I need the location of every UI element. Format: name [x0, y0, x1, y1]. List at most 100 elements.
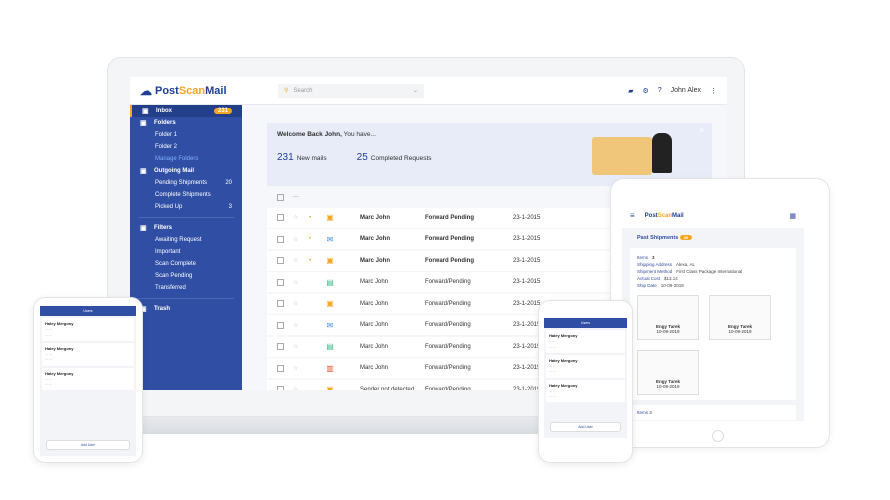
mail-row[interactable]: ☆ ▣ Sender not detected Forward/Pending 23-1… — [267, 379, 712, 390]
row-checkbox[interactable] — [277, 321, 284, 329]
envelope-icon: ✉ — [326, 234, 334, 244]
row-checkbox[interactable] — [277, 235, 284, 243]
sidebar-item-folder-1[interactable]: Folder 1 — [155, 132, 178, 138]
mail-row[interactable]: ☆ • ▣ Marc John Forward Pending 23-1-2015 — [267, 207, 712, 228]
row-checkbox[interactable] — [277, 386, 284, 390]
sidebar-item-trash[interactable]: ▣ Trash — [140, 306, 171, 313]
help-icon[interactable]: ? — [657, 87, 662, 94]
row-checkbox[interactable] — [277, 257, 284, 264]
sidebar-item-inbox[interactable]: ▣ Inbox 231 — [130, 105, 242, 117]
tablet-home-button — [712, 430, 724, 442]
new-mail-count: 231 — [277, 152, 294, 163]
user-list-item[interactable]: Haley Mergony………… — [546, 379, 625, 403]
sidebar-item-folders[interactable]: ▣ Folders — [140, 120, 176, 127]
mail-row[interactable]: ☆ • ▣ Marc John Forward Pending 23-1-2015 — [267, 250, 712, 271]
star-icon[interactable]: ☆ — [293, 344, 299, 350]
sidebar-item-outgoing-mail[interactable]: ▣ Outgoing Mail — [140, 168, 194, 175]
sidebar-item-awaiting-request[interactable]: Awaiting Request — [155, 237, 202, 243]
row-checkbox[interactable] — [277, 214, 284, 221]
user-list-item[interactable]: Haley Mergony………… — [42, 342, 134, 366]
notification-icon[interactable]: ▰ — [628, 87, 634, 95]
star-icon[interactable]: ☆ — [293, 322, 299, 329]
chevron-down-icon: ⌄ — [412, 88, 418, 94]
close-icon[interactable]: × — [699, 126, 704, 135]
envelope-icon: ✉ — [326, 320, 334, 330]
package-icon: ▣ — [326, 256, 334, 265]
phone-left-screen: Users Haley Mergony………… Haley Mergony………… H… — [40, 306, 136, 456]
sidebar-item-manage-folders[interactable]: Manage Folders — [155, 156, 199, 162]
more-icon[interactable]: ··· — [293, 194, 299, 200]
sidebar-item-transferred[interactable]: Transferred — [155, 285, 186, 291]
search-icon: ⚲ — [284, 88, 289, 94]
illustration-person — [652, 133, 672, 173]
add-user-button[interactable]: Add User — [46, 440, 130, 450]
mail-thumbnail[interactable]: Engy Tarek 10-09-2019 — [637, 295, 699, 340]
mail-row[interactable]: ☆ • ✉ Marc John Forward Pending 23-1-2015 — [267, 229, 712, 249]
shipment-field: Actual Cost $13.14 — [637, 276, 678, 281]
box-icon: ▥ — [326, 363, 334, 373]
user-list-item[interactable]: Haley Mergony………… — [42, 367, 134, 391]
scan-icon: ▤ — [326, 342, 334, 351]
star-icon[interactable]: ☆ — [293, 387, 299, 390]
welcome-banner: Welcome Back John, You have... 231 New ma… — [267, 123, 712, 186]
mail-thumbnail[interactable]: Engy Tarek 10-09-2019 — [709, 295, 771, 340]
sidebar-item-pending-shipments[interactable]: Pending Shipments 20 — [155, 180, 232, 186]
star-icon[interactable]: ☆ — [293, 258, 299, 264]
cloud-logo-icon: ☁ — [140, 83, 152, 98]
sidebar-divider — [138, 298, 234, 299]
more-icon[interactable]: ⋮ — [710, 87, 717, 95]
shipment-field: Shipment Method First Class Package Inter… — [637, 269, 743, 274]
trash-icon: ▣ — [140, 306, 147, 313]
select-all-checkbox[interactable] — [277, 193, 284, 201]
logo[interactable]: ☁ Post Scan Mail — [140, 83, 227, 98]
filter-icon: ▣ — [140, 225, 147, 232]
unread-dot: • — [309, 236, 312, 242]
star-icon[interactable]: ☆ — [293, 236, 299, 243]
sidebar-item-scan-complete[interactable]: Scan Complete — [155, 261, 197, 267]
sidebar-item-scan-pending[interactable]: Scan Pending — [155, 273, 193, 279]
package-icon: ▣ — [326, 299, 334, 308]
row-checkbox[interactable] — [277, 343, 284, 350]
star-icon[interactable]: ☆ — [293, 215, 299, 221]
sidebar: ▣ Inbox 231 ▣ Folders Folder 1 Folder 2 Manage … — [130, 105, 242, 390]
package-icon: ▣ — [326, 213, 334, 222]
star-icon[interactable]: ☆ — [293, 301, 299, 307]
sidebar-item-folder-2[interactable]: Folder 2 — [155, 144, 178, 150]
sidebar-item-filters[interactable]: ▣ Filters — [140, 225, 173, 232]
user-list-item[interactable]: Haley Mergony………… — [546, 354, 625, 378]
scan-icon: ▤ — [326, 277, 334, 287]
menu-icon[interactable]: ≡ — [630, 211, 635, 220]
phone-header: Users — [544, 318, 627, 328]
add-user-button[interactable]: Add User — [550, 422, 621, 432]
star-icon[interactable]: ☆ — [293, 279, 299, 286]
illustration — [592, 137, 652, 175]
package-icon: ▣ — [326, 385, 334, 390]
mail-row[interactable]: ☆ ▤ Marc John Forward/Pending 23-1-2015 — [267, 272, 712, 292]
mail-thumbnail[interactable]: Engy Tarek 10-09-2019 — [637, 350, 699, 395]
row-checkbox[interactable] — [277, 300, 284, 307]
sidebar-item-complete-shipments[interactable]: Complete Shipments — [155, 192, 211, 198]
gear-icon[interactable]: ⚙ — [642, 87, 649, 95]
user-list-item[interactable]: Haley Mergony………… — [42, 318, 134, 341]
tablet-logo: PostScanMail — [644, 212, 684, 219]
sidebar-item-important[interactable]: Important — [155, 249, 181, 255]
star-icon[interactable]: ☆ — [293, 365, 299, 372]
grid-icon[interactable]: ▦ — [789, 212, 796, 220]
tablet-screen: ≡ PostScanMail ▦ Past Shipments 20 Items… — [622, 203, 804, 421]
phone-header: Users — [40, 306, 136, 316]
phone-middle-screen: Users Haley Mergony………… Haley Mergony………… H… — [544, 318, 627, 438]
shipment-field: Ship Date 10-09-2019 — [637, 283, 684, 288]
user-menu[interactable]: John Alex — [670, 87, 701, 94]
outbox-icon: ▣ — [140, 168, 147, 175]
user-list-item[interactable]: Haley Mergony………… — [546, 330, 625, 353]
folder-icon: ▣ — [140, 120, 147, 127]
row-checkbox[interactable] — [277, 278, 284, 286]
inbox-icon: ▣ — [142, 108, 149, 115]
sidebar-item-picked-up[interactable]: Picked Up 3 — [155, 204, 232, 210]
shipment-field: Shipping Address Alexa, AL — [637, 262, 696, 267]
shipment-card[interactable]: Items 3 Shipping Address Alexa, AL Shipment… — [630, 248, 796, 400]
shipment-card-collapsed[interactable]: Items 3 — [630, 405, 796, 420]
row-checkbox[interactable] — [277, 364, 284, 372]
search-input[interactable]: ⚲ Search ⌄ — [278, 83, 424, 98]
unread-dot: • — [309, 257, 312, 264]
